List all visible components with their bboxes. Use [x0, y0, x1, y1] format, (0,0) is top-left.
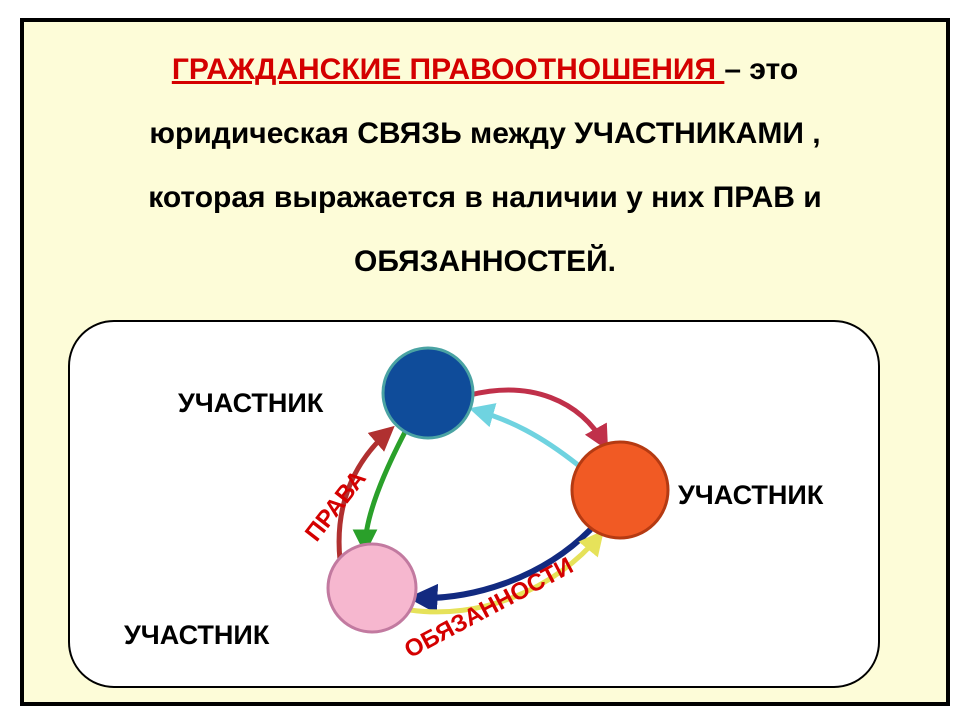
definition-line-4: ОБЯЗАННОСТЕЙ. — [52, 230, 918, 294]
definition-rest-1: – это — [724, 53, 798, 86]
definition-term: ГРАЖДАНСКИЕ ПРАВООТНОШЕНИЯ — [172, 53, 725, 86]
node-label-p1: УЧАСТНИК — [178, 388, 323, 419]
definition-line-2: юридическая СВЯЗЬ между УЧАСТНИКАМИ , — [52, 102, 918, 166]
definition-line-3: которая выражается в наличии у них ПРАВ … — [52, 166, 918, 230]
definition-block: ГРАЖДАНСКИЕ ПРАВООТНОШЕНИЯ – это юридиче… — [52, 38, 918, 294]
stage: ГРАЖДАНСКИЕ ПРАВООТНОШЕНИЯ – это юридиче… — [0, 0, 960, 720]
definition-line-1: ГРАЖДАНСКИЕ ПРАВООТНОШЕНИЯ – это — [52, 38, 918, 102]
node-label-p2: УЧАСТНИК — [678, 480, 823, 511]
node-label-p3: УЧАСТНИК — [124, 620, 269, 651]
